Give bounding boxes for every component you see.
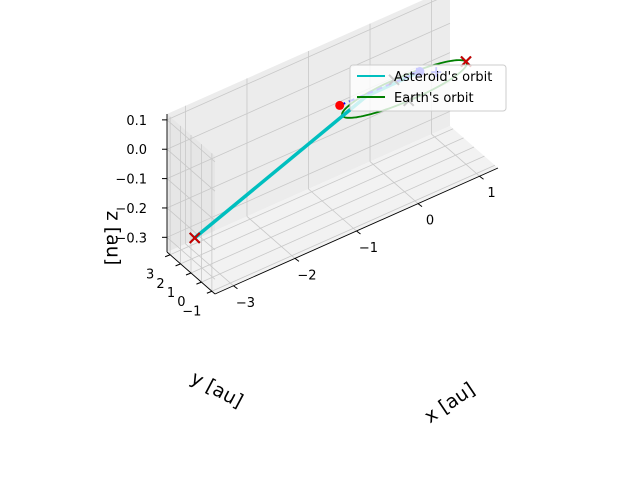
x-marker [189, 232, 201, 244]
axes-panes [167, 0, 498, 294]
legend-label-earth: Earth's orbit [394, 91, 474, 106]
x-tick-mark [356, 230, 361, 235]
y-tick-mark [185, 272, 192, 276]
x-tick-mark [294, 257, 300, 262]
z-tick-label: −0.2 [115, 202, 147, 217]
grid-line-z [166, 148, 216, 192]
legend-label-asteroid: Asteroid's orbit [394, 70, 492, 85]
x-tick-label: 1 [487, 186, 495, 201]
y-tick-label: 1 [167, 286, 175, 301]
grid-line-y [180, 137, 464, 265]
x-tick-label: 0 [426, 214, 434, 229]
dot-marker [335, 100, 345, 110]
grid-line-y [169, 128, 454, 256]
x-tick-mark [233, 285, 238, 290]
x-tick-label: −2 [297, 268, 316, 283]
y-axis-label: y [au] [187, 367, 247, 413]
legend-box [349, 64, 507, 112]
y-tick-label: −1 [182, 304, 201, 319]
grid-line-z [166, 237, 216, 280]
z-axis-label: z [au] [102, 211, 124, 266]
x-axis-label: x [au] [420, 378, 479, 427]
x-tick-label: −3 [236, 296, 255, 311]
legend: Asteroid's orbit Earth's orbit [349, 64, 507, 112]
x-tick-mark [479, 175, 484, 180]
y-tick-mark [196, 281, 202, 285]
z-tick-label: −0.1 [115, 173, 147, 188]
grid-line-z [166, 0, 438, 121]
grid-line-z [166, 119, 216, 163]
y-tick-label: 2 [156, 277, 164, 292]
grid-line-z [166, 207, 216, 251]
z-tick-label: 0.1 [126, 114, 147, 129]
grid-line-z [166, 178, 216, 221]
z-tick-label: −0.3 [115, 231, 147, 246]
y-tick-label: 3 [146, 268, 154, 283]
grid-line-y [201, 155, 485, 283]
y-tick-mark [164, 254, 171, 258]
grid-line-z [166, 110, 451, 238]
grid-line-y [190, 146, 475, 274]
grid-line-y [211, 164, 496, 292]
y-tick-label: 0 [177, 295, 185, 310]
y-tick-mark [206, 290, 213, 294]
x-tick-label: −1 [359, 241, 378, 256]
x-tick-mark [417, 203, 423, 208]
grid-line-z [166, 22, 451, 150]
z-tick-label: 0.0 [126, 143, 147, 158]
y-tick-mark [175, 263, 181, 267]
